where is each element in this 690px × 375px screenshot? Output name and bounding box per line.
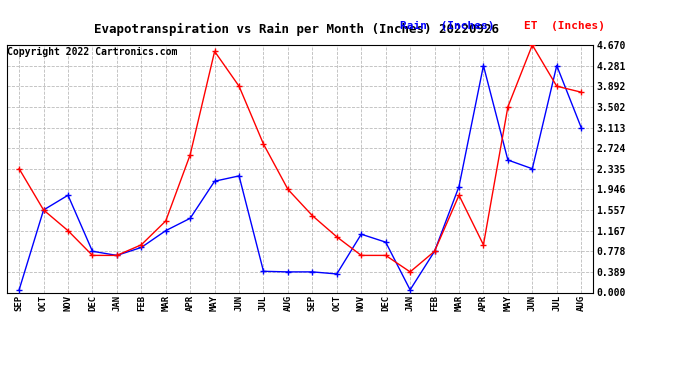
- Text: Copyright 2022 Cartronics.com: Copyright 2022 Cartronics.com: [7, 47, 177, 57]
- Text: ET  (Inches): ET (Inches): [524, 21, 605, 31]
- Text: Evapotranspiration vs Rain per Month (Inches) 20220926: Evapotranspiration vs Rain per Month (In…: [95, 22, 499, 36]
- Text: Rain  (Inches): Rain (Inches): [400, 21, 495, 31]
